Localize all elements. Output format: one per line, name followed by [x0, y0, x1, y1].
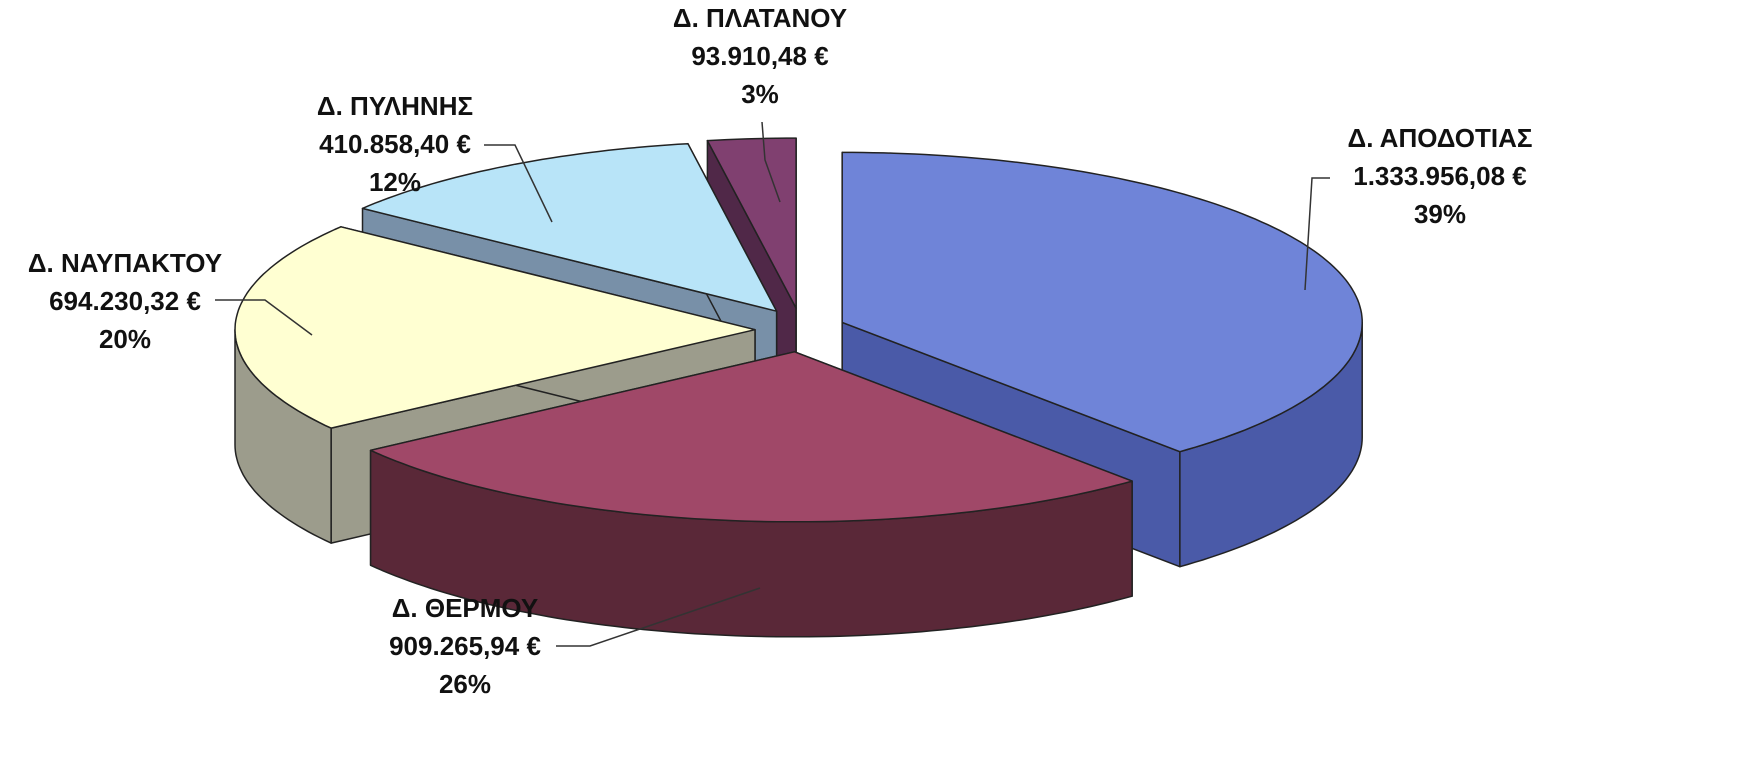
value-label: 909.265,94 €: [389, 631, 541, 661]
slice-label: Δ. ΠΥΛΗΝΗΣ: [317, 91, 473, 121]
percent-label: 20%: [99, 324, 151, 354]
value-label: 93.910,48 €: [691, 41, 828, 71]
percent-label: 39%: [1414, 199, 1466, 229]
slice-top: [841, 151, 1363, 453]
value-label: 694.230,32 €: [49, 286, 201, 316]
slice-top: [706, 137, 797, 309]
slice-label: Δ. ΝΑΥΠΑΚΤΟΥ: [28, 248, 222, 278]
leader-line: [1304, 177, 1330, 291]
value-label: 410.858,40 €: [319, 129, 471, 159]
leader-line: [484, 144, 553, 223]
slice-label: Δ. ΑΠΟΔΟΤΙΑΣ: [1348, 123, 1533, 153]
leader-line: [215, 299, 313, 336]
slice-top: [361, 142, 778, 312]
slice-top: [369, 351, 1133, 523]
percent-label: 26%: [439, 669, 491, 699]
leader-line: [556, 587, 761, 647]
percent-label: 3%: [741, 79, 779, 109]
leader-line: [761, 121, 781, 203]
slice-label: Δ. ΠΛΑΤΑΝΟΥ: [673, 3, 847, 33]
slice-top: [234, 226, 756, 429]
value-label: 1.333.956,08 €: [1353, 161, 1527, 191]
percent-label: 12%: [369, 167, 421, 197]
slice-label: Δ. ΘΕΡΜΟΥ: [392, 593, 539, 623]
